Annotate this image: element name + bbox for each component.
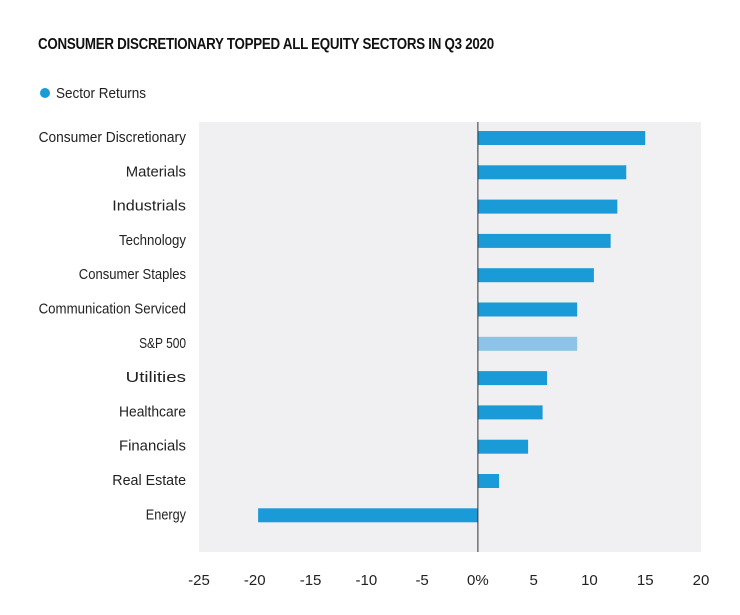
x-tick-label: 5 xyxy=(529,572,537,589)
chart-title: CONSUMER DISCRETIONARY TOPPED ALL EQUITY… xyxy=(38,36,494,53)
category-label: Technology xyxy=(119,232,186,249)
bar xyxy=(477,371,548,386)
bar xyxy=(477,199,618,214)
x-tick-label: -25 xyxy=(188,572,210,589)
category-label: Healthcare xyxy=(119,403,186,420)
category-label: Energy xyxy=(146,506,187,523)
bar xyxy=(477,131,646,145)
category-label: Industrials xyxy=(112,198,186,215)
x-tick-label: -5 xyxy=(415,572,428,589)
x-tick-label: 15 xyxy=(637,572,654,589)
bar xyxy=(477,439,529,454)
chart-legend: Sector Returns xyxy=(40,84,156,102)
category-label: Communication Serviced xyxy=(39,300,186,317)
bar xyxy=(477,474,500,488)
category-label: Materials xyxy=(126,163,186,180)
x-tick-label: -20 xyxy=(244,572,266,589)
plot-area xyxy=(199,122,701,552)
bar xyxy=(477,165,627,180)
category-label: Consumer Discretionary xyxy=(39,129,187,146)
x-tick-label: 0% xyxy=(467,572,489,589)
x-tick-label: -15 xyxy=(300,572,322,589)
legend-label: Sector Returns xyxy=(56,84,147,102)
bar xyxy=(258,508,478,523)
x-tick-label: 10 xyxy=(581,572,598,589)
category-label: Financials xyxy=(119,438,186,455)
bar xyxy=(477,405,543,420)
category-label: Consumer Staples xyxy=(79,266,186,283)
bar xyxy=(477,336,578,351)
bar xyxy=(477,302,578,317)
bar xyxy=(477,233,611,248)
x-tick-label: 20 xyxy=(693,572,710,589)
bar xyxy=(477,268,594,283)
legend-marker xyxy=(40,88,50,98)
category-label: Real Estate xyxy=(112,472,186,489)
category-label: Utilities xyxy=(126,369,186,386)
category-label: S&P 500 xyxy=(139,335,186,352)
x-tick-label: -10 xyxy=(355,572,377,589)
